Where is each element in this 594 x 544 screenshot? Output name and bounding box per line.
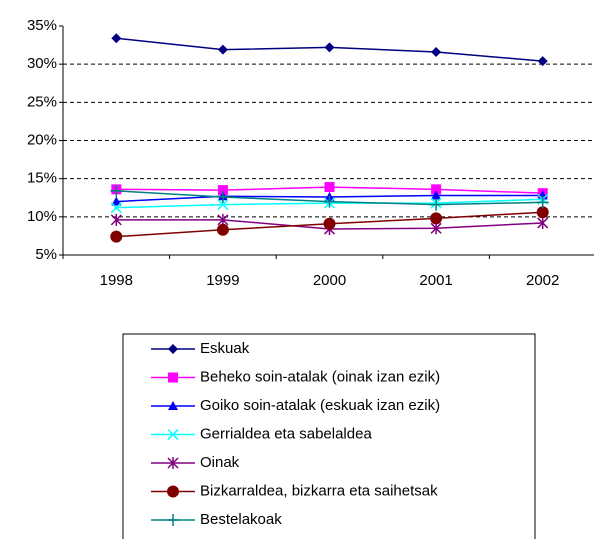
data-point	[323, 217, 336, 230]
legend-label: Beheko soin-atalak (oinak izan ezik)	[200, 368, 440, 385]
legend-marker	[167, 485, 179, 498]
legend-box	[122, 333, 536, 544]
x-tick-label: 2000	[313, 272, 346, 289]
legend-marker	[168, 372, 178, 383]
legend-label: Gerrialdea eta sabelaldea	[200, 425, 372, 442]
y-tick-label: 20%	[27, 131, 57, 148]
x-tick-label: 1999	[206, 272, 239, 289]
data-point	[111, 33, 122, 44]
data-point	[430, 198, 443, 211]
data-point	[431, 46, 442, 57]
data-point	[216, 223, 229, 236]
legend-marker	[167, 514, 179, 526]
data-point	[110, 184, 123, 197]
data-point	[324, 42, 335, 53]
data-point	[111, 196, 122, 206]
data-point	[536, 206, 549, 219]
legend-label: Goiko soin-atalak (eskuak izan ezik)	[200, 397, 440, 414]
data-point	[110, 202, 122, 214]
data-point	[430, 212, 443, 225]
legend-label: Bizkarraldea, bizkarra eta saihetsak	[200, 482, 438, 499]
legend-label: Bestelakoak	[200, 511, 282, 528]
data-point	[217, 199, 229, 211]
data-point	[431, 190, 442, 200]
x-tick-label: 2002	[526, 272, 559, 289]
data-point	[536, 196, 549, 209]
legend-marker	[167, 457, 179, 469]
legend-marker	[168, 344, 178, 354]
y-tick-label: 5%	[35, 246, 57, 263]
data-point	[537, 216, 549, 229]
y-tick-label: 35%	[27, 17, 57, 34]
legend-label: Oinak	[200, 454, 240, 471]
y-tick-label: 25%	[27, 93, 57, 110]
data-point	[217, 44, 228, 55]
legend-marker	[168, 401, 178, 410]
data-point	[323, 195, 336, 208]
data-point	[537, 56, 548, 67]
y-tick-label: 10%	[27, 208, 57, 225]
x-tick-label: 1998	[100, 272, 133, 289]
data-point	[324, 182, 335, 193]
y-tick-label: 15%	[27, 170, 57, 187]
data-point	[216, 190, 229, 203]
legend-label: Eskuak	[200, 340, 250, 357]
legend-marker	[167, 428, 179, 441]
data-point	[110, 230, 123, 243]
y-tick-label: 30%	[27, 55, 57, 72]
data-point	[110, 213, 122, 226]
data-point	[217, 185, 228, 196]
x-tick-label: 2001	[419, 272, 452, 289]
data-point	[431, 184, 442, 195]
